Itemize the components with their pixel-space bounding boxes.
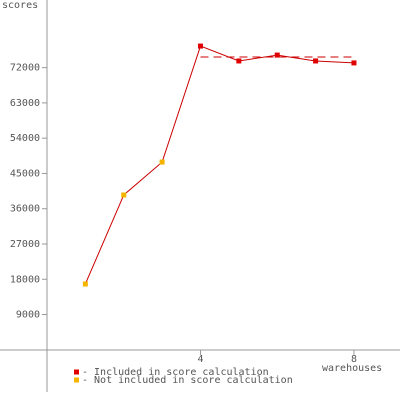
x-tick-label: 4 xyxy=(197,354,203,365)
point xyxy=(159,159,165,165)
legend-label: - Included in score calculation xyxy=(82,367,269,378)
x-axis-label: warehouses xyxy=(322,363,382,374)
point xyxy=(236,58,242,64)
y-tick-label: 72000 xyxy=(10,63,40,74)
point xyxy=(121,192,127,198)
point xyxy=(351,60,357,66)
y-tick-label: 45000 xyxy=(10,168,40,179)
point xyxy=(313,58,319,64)
x-tick-label: 8 xyxy=(351,354,357,365)
y-tick-label: 54000 xyxy=(10,133,40,144)
score-line xyxy=(84,45,354,285)
point xyxy=(82,281,88,287)
y-tick-label: 27000 xyxy=(10,239,40,250)
y-tick-label: 18000 xyxy=(10,274,40,285)
y-tick-label: 36000 xyxy=(10,204,40,215)
legend-swatch xyxy=(74,377,79,383)
y-tick-label: 63000 xyxy=(10,98,40,109)
y-axis-label: scores xyxy=(2,0,38,11)
legend-label: - Not included in score calculation xyxy=(82,375,293,386)
legend-swatch xyxy=(74,369,79,375)
point xyxy=(274,52,280,58)
y-tick-label: 9000 xyxy=(16,310,40,321)
point xyxy=(197,43,203,49)
